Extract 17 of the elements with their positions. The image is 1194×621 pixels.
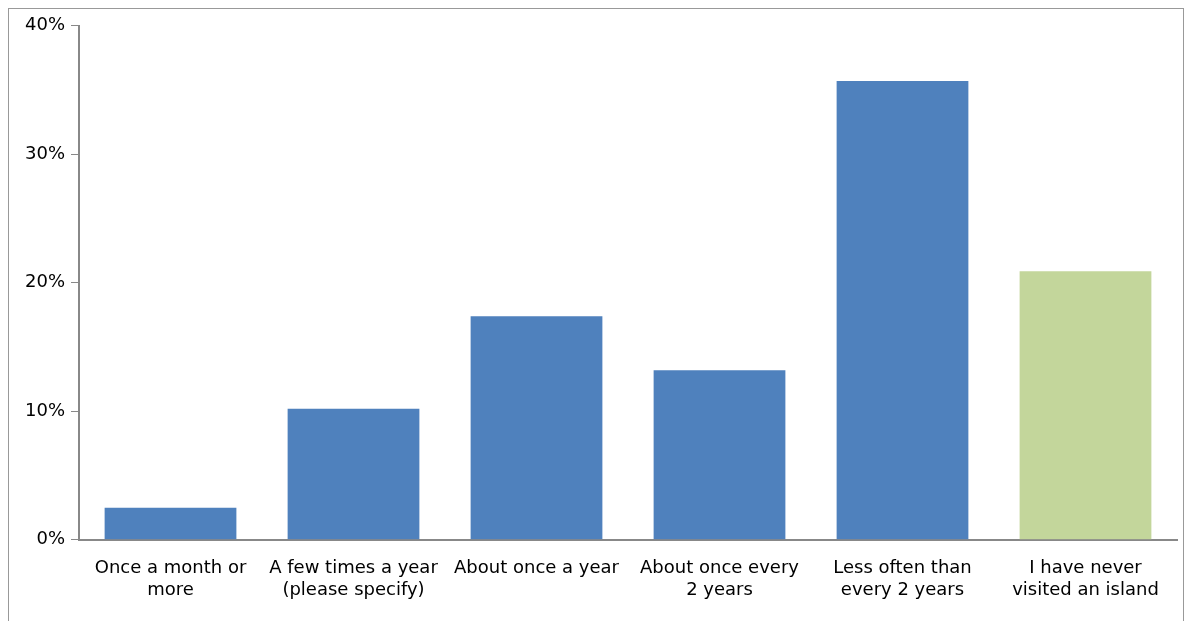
y-tick-label: 30% bbox=[24, 141, 66, 163]
y-tick-label: 0% bbox=[36, 527, 66, 549]
bar bbox=[836, 81, 969, 540]
bar bbox=[104, 507, 237, 540]
bar bbox=[1019, 271, 1152, 540]
x-tick-label: About once a year bbox=[454, 556, 620, 578]
bar bbox=[287, 408, 420, 540]
y-tick-label: 20% bbox=[24, 270, 66, 292]
bar bbox=[470, 316, 603, 540]
bar bbox=[653, 370, 786, 540]
x-tick-label: Once a month or more bbox=[94, 556, 247, 599]
y-tick-label: 40% bbox=[24, 13, 66, 35]
x-tick-label: A few times a year (please specify) bbox=[269, 556, 439, 599]
x-tick-label: About once every 2 years bbox=[640, 556, 800, 599]
x-tick-label: Less often than every 2 years bbox=[833, 556, 972, 599]
y-tick-label: 10% bbox=[24, 398, 66, 420]
x-tick-label: I have never visited an island bbox=[1012, 556, 1159, 599]
